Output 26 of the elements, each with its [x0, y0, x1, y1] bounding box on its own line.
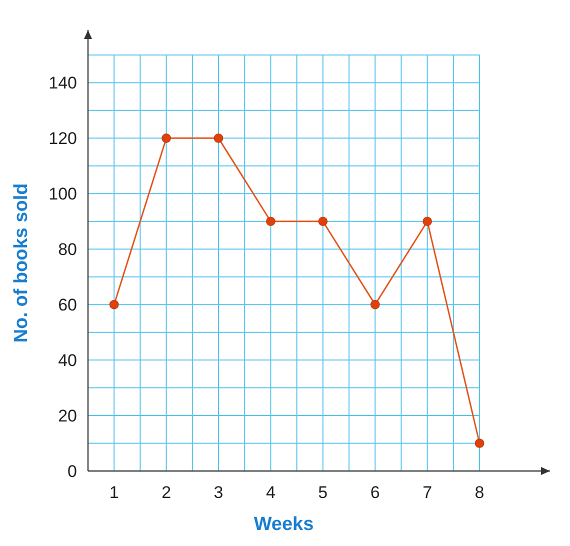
point	[214, 134, 224, 143]
point	[474, 438, 484, 448]
y-tick-label: 0	[68, 462, 77, 481]
y-axis-title: No. of books sold	[11, 183, 32, 343]
point	[318, 216, 328, 226]
x-tick-label: 8	[474, 483, 484, 502]
x-tick-label: 1	[109, 483, 119, 502]
x-tick-label: 6	[370, 483, 380, 502]
y-tick-label: 60	[58, 296, 77, 315]
y-tick-label: 100	[48, 184, 77, 204]
x-tick-label: 7	[422, 483, 432, 502]
y-tick-label: 120	[48, 129, 77, 148]
point	[422, 216, 432, 226]
x-axis-title: Weeks	[254, 514, 314, 535]
y-tick-label: 80	[58, 240, 77, 260]
y-tick-label: 40	[58, 351, 77, 370]
y-tick-label: 20	[58, 406, 77, 426]
x-tick-label: 5	[318, 483, 328, 502]
x-tick-label: 3	[214, 483, 224, 502]
point	[266, 216, 276, 226]
point	[162, 134, 171, 143]
x-tick-label: 4	[266, 483, 276, 502]
point	[370, 300, 380, 310]
y-tick-label: 140	[48, 74, 77, 93]
point	[109, 300, 119, 310]
x-tick-label: 2	[162, 483, 172, 502]
